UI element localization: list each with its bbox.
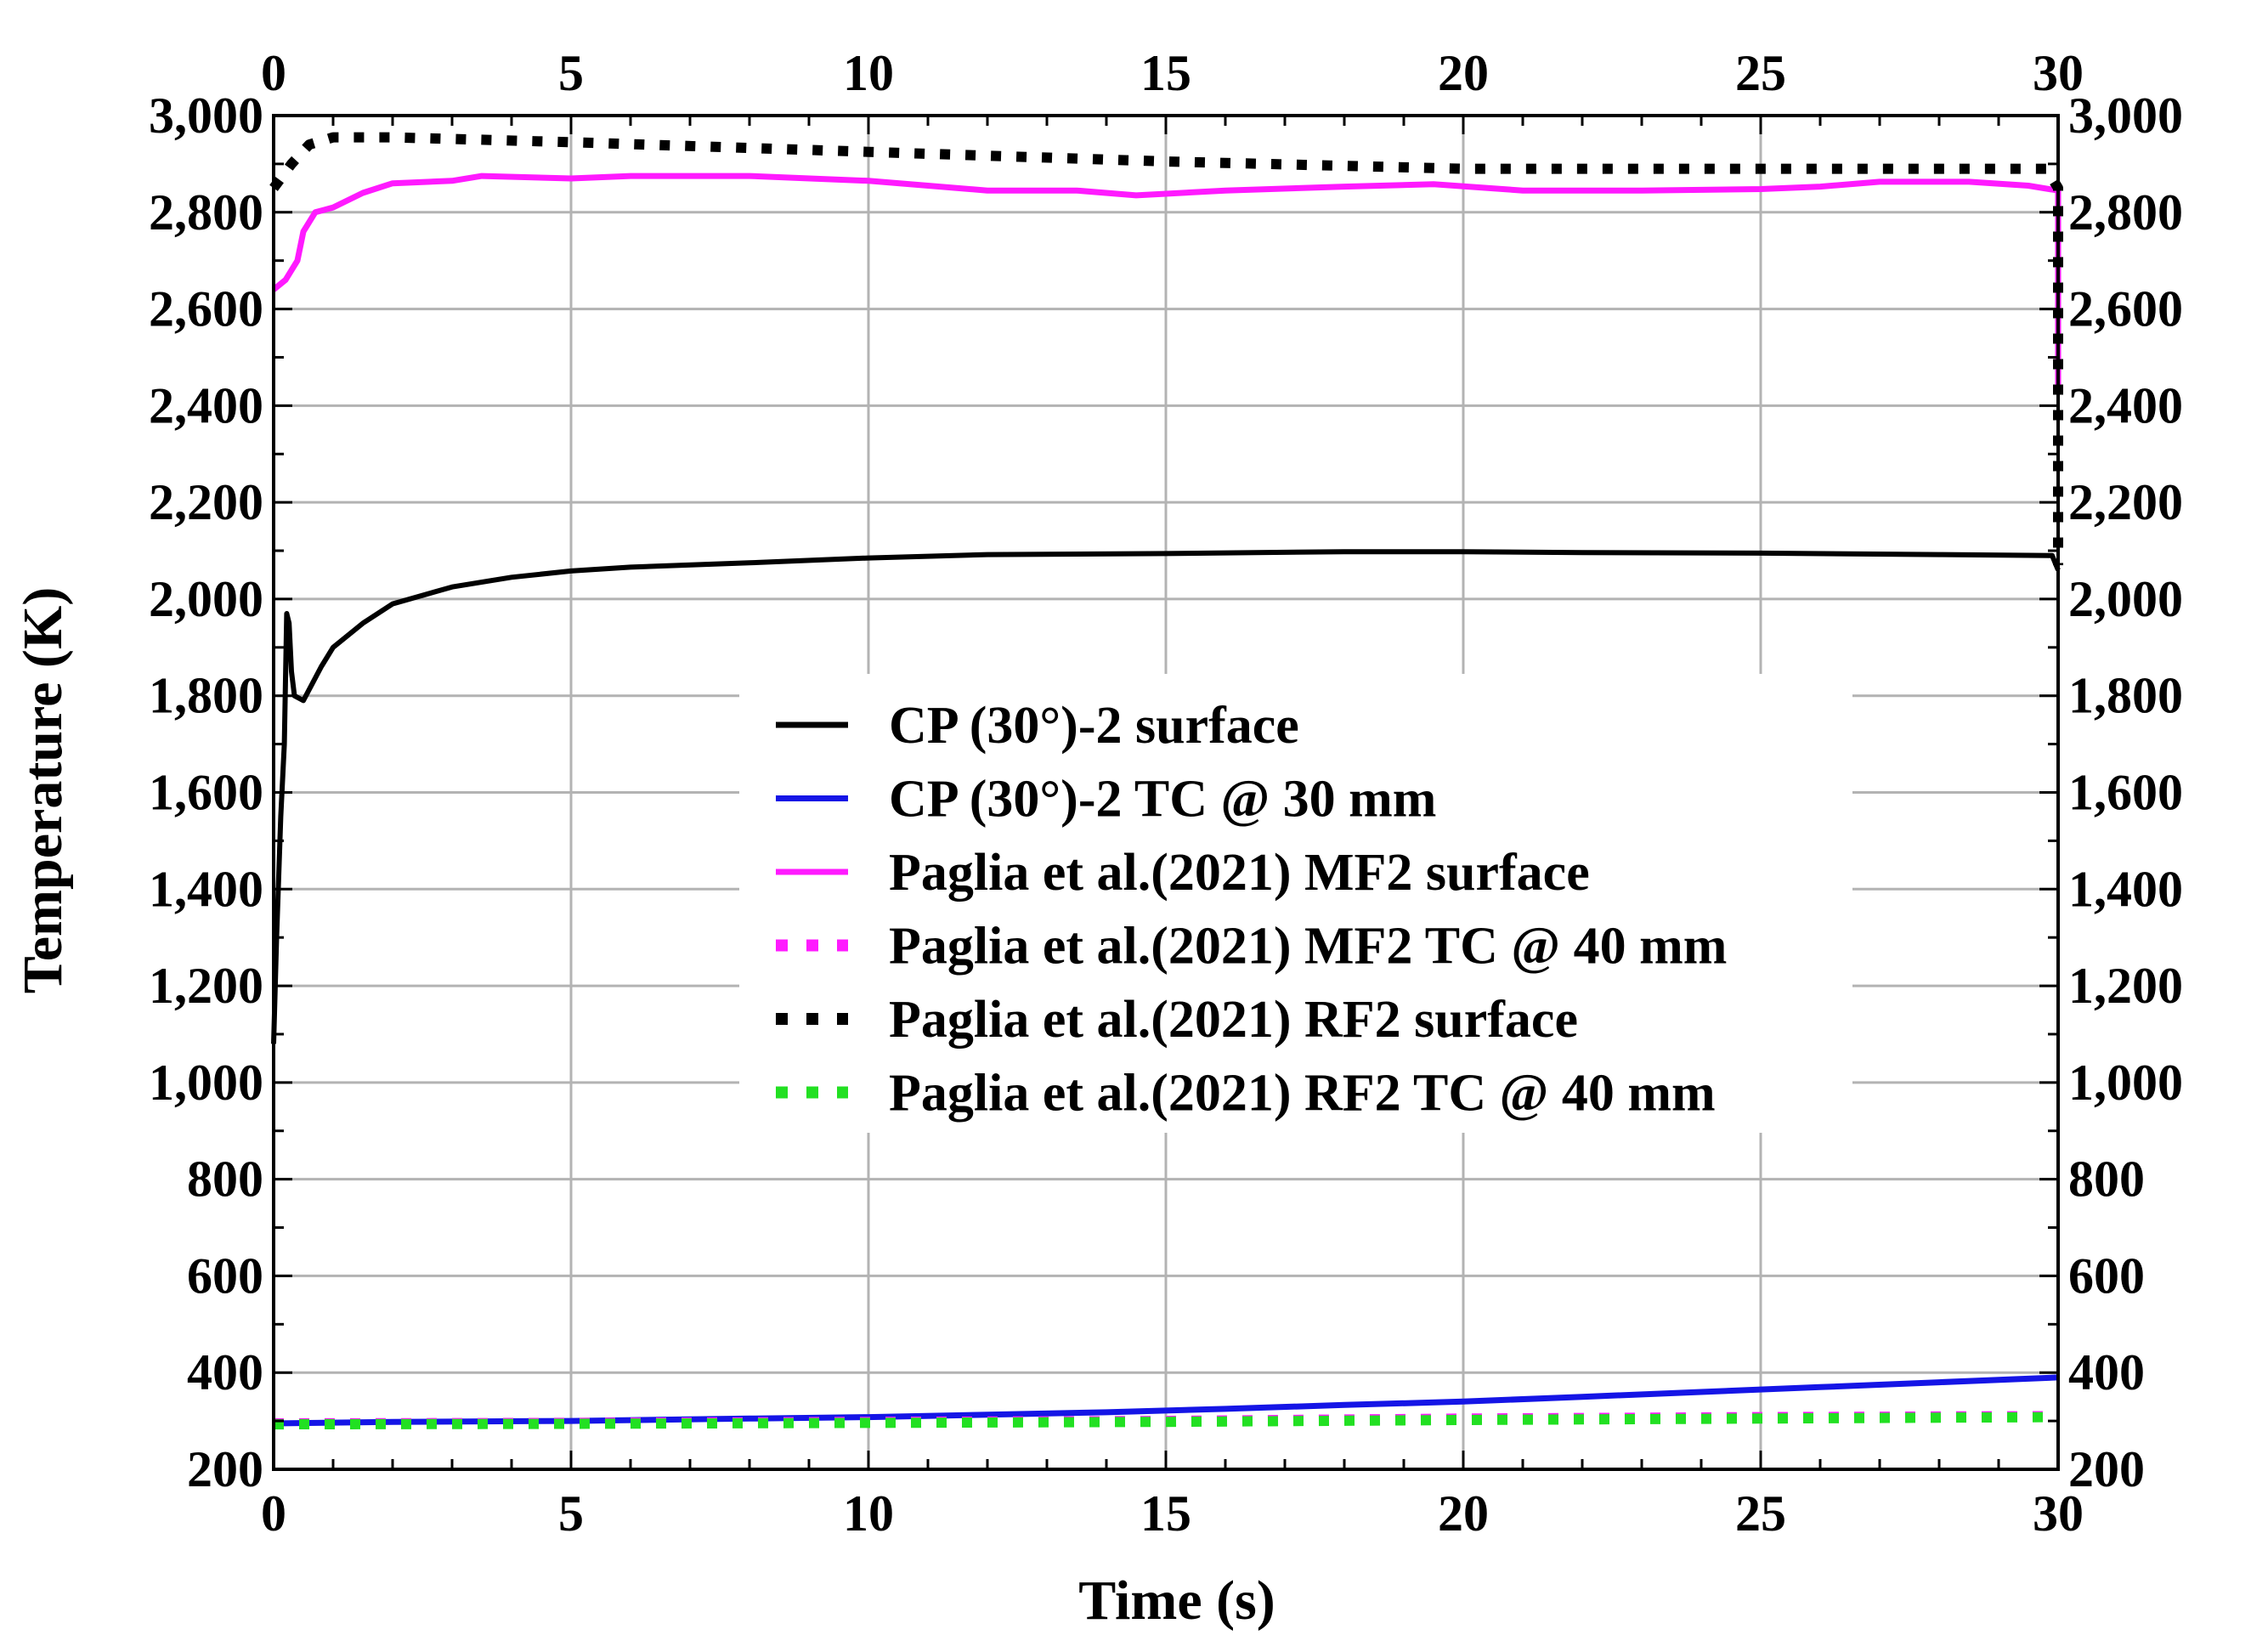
x-tick-label-bottom: 5 [558,1485,584,1542]
x-axis-title: Time (s) [1078,1570,1275,1632]
y-tick-label-right: 1,800 [2068,668,2183,724]
x-tick-label-bottom: 0 [261,1485,286,1542]
x-tick-label-bottom: 15 [1140,1485,1191,1542]
y-tick-label-right: 2,600 [2068,281,2183,337]
y-tick-label-right: 3,000 [2068,88,2183,144]
y-tick-label-left: 2,000 [149,571,263,627]
x-tick-label-top: 30 [2033,45,2084,101]
legend-label-2: CP (30°)-2 TC @ 30 mm [889,771,1436,829]
y-tick-label-left: 2,800 [149,184,263,240]
y-tick-label-right: 800 [2068,1151,2145,1208]
series-line-5 [269,132,2063,566]
y-tick-label-right: 2,000 [2068,571,2183,627]
y-tick-label-left: 200 [187,1441,263,1497]
x-tick-label-bottom: 30 [2033,1485,2084,1542]
y-tick-label-left: 400 [187,1344,263,1400]
y-tick-label-left: 2,600 [149,281,263,337]
series-line-1 [271,549,2061,1044]
x-tick-label-top: 0 [261,45,286,101]
x-tick-label-top: 10 [843,45,894,101]
x-tick-label-bottom: 20 [1438,1485,1489,1542]
legend-label-5: Paglia et al.(2021) RF2 surface [889,991,1578,1049]
y-tick-label-left: 1,200 [149,958,263,1014]
y-tick-label-right: 1,400 [2068,861,2183,917]
legend-box [739,674,1852,1133]
y-tick-label-left: 1,000 [149,1055,263,1111]
x-tick-label-top: 15 [1140,45,1191,101]
series-line-6 [273,1412,2059,1430]
series-line-3 [271,173,2062,387]
y-tick-label-left: 3,000 [149,88,263,144]
x-tick-label-top: 25 [1735,45,1786,101]
y-tick-label-right: 2,800 [2068,184,2183,240]
y-tick-label-right: 600 [2068,1247,2145,1304]
y-tick-label-right: 2,400 [2068,377,2183,433]
legend-label-1: CP (30°)-2 surface [889,697,1299,755]
x-tick-label-top: 20 [1438,45,1489,101]
y-tick-label-right: 1,600 [2068,765,2183,821]
y-tick-label-left: 1,600 [149,765,263,821]
legend: CP (30°)-2 surface CP (30°)-2 TC @ 30 mm P… [739,674,1852,1133]
x-tick-label-bottom: 10 [843,1485,894,1542]
y-tick-label-right: 2,200 [2068,474,2183,530]
y-tick-label-left: 2,400 [149,377,263,433]
y-tick-label-left: 1,800 [149,668,263,724]
legend-label-6: Paglia et al.(2021) RF2 TC @ 40 mm [889,1065,1716,1123]
y-axis-title: Temperature (K) [12,587,74,993]
y-tick-label-right: 200 [2068,1441,2145,1497]
y-tick-label-left: 1,400 [149,861,263,917]
y-tick-label-left: 2,200 [149,474,263,530]
y-tick-label-right: 400 [2068,1344,2145,1400]
y-tick-label-left: 600 [187,1247,263,1304]
x-tick-label-top: 5 [558,45,584,101]
y-tick-label-right: 1,200 [2068,958,2183,1014]
y-tick-label-left: 800 [187,1151,263,1208]
y-tick-label-right: 1,000 [2068,1055,2183,1111]
legend-label-3: Paglia et al.(2021) MF2 surface [889,844,1590,902]
series-lines [269,132,2063,1430]
x-tick-label-bottom: 25 [1735,1485,1786,1542]
legend-label-4: Paglia et al.(2021) MF2 TC @ 40 mm [889,918,1727,976]
